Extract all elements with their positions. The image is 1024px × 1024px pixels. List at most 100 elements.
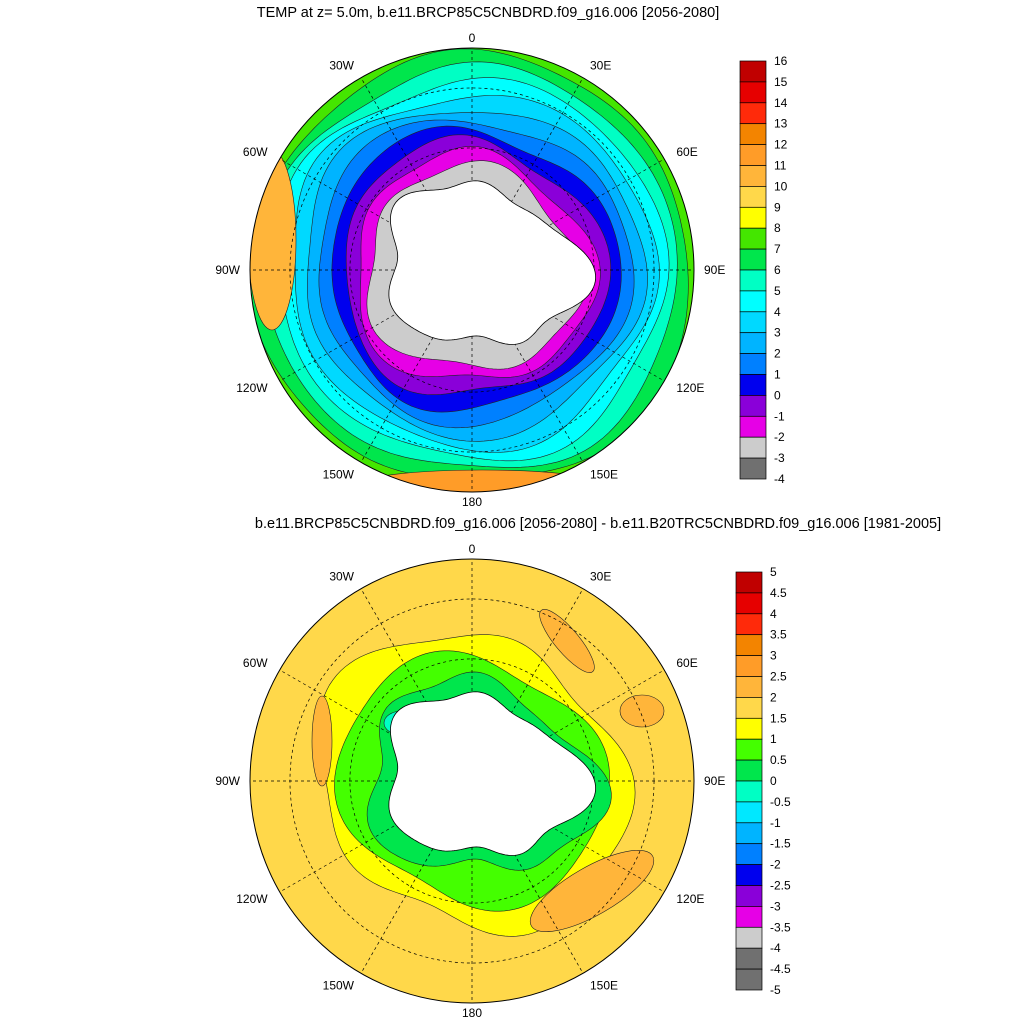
colorbar-label: -2.5 (770, 879, 791, 893)
longitude-label: 150W (323, 978, 355, 992)
colorbar-swatch (739, 395, 767, 417)
colorbar-label: 13 (774, 117, 788, 131)
colorbar-swatch (735, 634, 763, 656)
top-panel-title: TEMP at z= 5.0m, b.e11.BRCP85C5CNBDRD.f0… (257, 5, 720, 21)
warm-patch (250, 149, 297, 331)
colorbar-swatch (735, 864, 763, 886)
longitude-label: 120E (676, 381, 704, 395)
colorbar-label: 1 (770, 732, 777, 746)
colorbar-swatch (739, 227, 767, 250)
colorbar-swatch (739, 374, 767, 396)
colorbar-label: 2 (774, 347, 781, 361)
bottom-antarctica-landmass (388, 691, 597, 856)
colorbar-label: 16 (774, 54, 788, 68)
warm-patch (361, 469, 603, 492)
colorbar-swatch (739, 457, 767, 480)
warm-patch (619, 694, 665, 728)
longitude-label: 30W (329, 570, 354, 584)
colorbar-label: -3 (774, 451, 785, 465)
colorbar-label: 0 (770, 774, 777, 788)
longitude-label: 60E (676, 656, 697, 670)
colorbar-swatch (735, 780, 763, 803)
colorbar-swatch (739, 248, 767, 271)
colorbar-swatch (735, 968, 763, 991)
colorbar-swatch (739, 102, 767, 125)
colorbar-swatch (735, 738, 763, 761)
colorbar-label: 2.5 (770, 670, 787, 684)
colorbar-swatch (739, 353, 767, 375)
longitude-label: 120E (676, 892, 704, 906)
colorbar-swatch (735, 592, 763, 615)
top-polar-map: 0 30E 60E 90E 120E 150E 180 150W 120W 90W 60W 30W (215, 31, 725, 509)
colorbar-swatch (735, 697, 763, 719)
colorbar-swatch (739, 144, 767, 166)
longitude-label: 30E (590, 59, 611, 73)
colorbar-label: 1.5 (770, 711, 787, 725)
warm-patch (311, 695, 333, 787)
longitude-label: 150E (590, 467, 618, 481)
colorbar-swatch (735, 947, 763, 970)
colorbar-swatch (735, 906, 763, 928)
colorbar-label: -4 (774, 472, 785, 486)
longitude-label: 30W (329, 59, 354, 73)
longitude-label: 120W (236, 892, 268, 906)
colorbar-label: 3 (770, 649, 777, 663)
warm-patch (529, 849, 655, 933)
colorbar-swatch (739, 311, 767, 334)
colorbar-label: -4.5 (770, 962, 791, 976)
colorbar-label: 9 (774, 200, 781, 214)
longitude-label: 30E (590, 570, 611, 584)
colorbar-label: 10 (774, 179, 788, 193)
colorbar-label: -1 (774, 409, 785, 423)
longitude-label: 180 (462, 495, 482, 509)
colorbar-label: -1.5 (770, 837, 791, 851)
bottom-colorbar: 5 4.5 4 3.5 3 2.5 2 1.5 1 0.5 0 -0.5 -1 -1.5 -2 -2.5 -3 -… (735, 565, 791, 997)
colorbar-label: 15 (774, 75, 788, 89)
colorbar-swatch (735, 676, 763, 698)
colorbar-label: 5 (770, 565, 777, 579)
colorbar-label: 0 (774, 388, 781, 402)
map-boundary-circle (249, 47, 695, 493)
colorbar-label: 12 (774, 138, 788, 152)
top-antarctica-landmass (388, 180, 597, 345)
colorbar-label: -3.5 (770, 920, 791, 934)
longitude-label: 0 (469, 31, 476, 45)
longitude-label: 150E (590, 978, 618, 992)
colorbar-label: 5 (774, 284, 781, 298)
longitude-label: 90W (215, 774, 240, 788)
bottom-panel-title: b.e11.BRCP85C5CNBDRD.f09_g16.006 [2056-2… (255, 516, 941, 532)
colorbar-swatch (739, 81, 767, 104)
colorbar-swatch (735, 801, 763, 824)
longitude-label: 60E (676, 145, 697, 159)
colorbar-label: 3.5 (770, 628, 787, 642)
colorbar-label: 6 (774, 263, 781, 277)
colorbar-label: 3 (774, 326, 781, 340)
colorbar-swatch (735, 571, 763, 594)
longitude-label: 60W (243, 656, 268, 670)
colorbar-label: -0.5 (770, 795, 791, 809)
colorbar-label: 0.5 (770, 753, 787, 767)
colorbar-label: -3 (770, 899, 781, 913)
colorbar-label: 11 (774, 159, 787, 173)
longitude-label: 180 (462, 1006, 482, 1020)
colorbar-swatch (735, 843, 763, 865)
warm-patch (539, 609, 595, 673)
colorbar-label: 14 (774, 96, 788, 110)
colorbar-label: 2 (770, 690, 777, 704)
colorbar-label: -2 (774, 430, 785, 444)
longitude-label: 150W (323, 467, 355, 481)
map-boundary-circle (249, 558, 695, 1004)
bottom-polar-map: 0 30E 60E 90E 120E 150E 180 150W 120W 90W 60W 30W (215, 542, 725, 1020)
colorbar-swatch (735, 613, 763, 636)
colorbar-label: -1 (770, 816, 781, 830)
colorbar-swatch (735, 759, 763, 782)
colorbar-swatch (735, 717, 763, 740)
colorbar-swatch (735, 822, 763, 845)
colorbar-label: 8 (774, 221, 781, 235)
colorbar-label: 4.5 (770, 586, 787, 600)
colorbar-swatch (739, 436, 767, 459)
colorbar-swatch (735, 655, 763, 677)
colorbar-swatch (739, 415, 767, 438)
